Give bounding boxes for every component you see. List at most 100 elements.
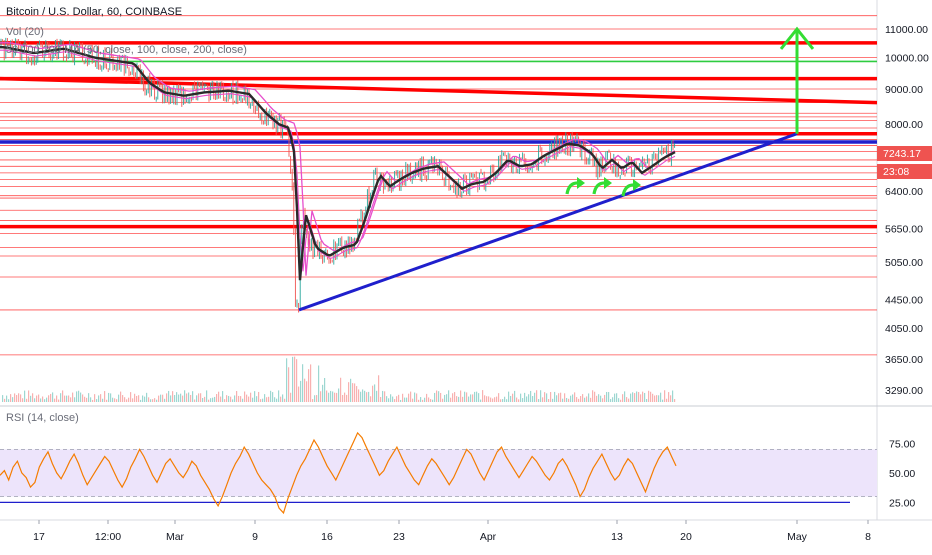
volume-bar — [618, 398, 620, 402]
volume-bar — [224, 399, 226, 402]
volume-bar — [268, 396, 270, 402]
volume-bar — [578, 398, 580, 402]
volume-bar — [648, 390, 650, 402]
volume-bar — [170, 395, 172, 402]
volume-bar — [180, 393, 182, 402]
volume-bar — [98, 395, 100, 402]
volume-bar — [452, 393, 454, 402]
volume-bar — [512, 393, 514, 402]
volume-bar — [188, 392, 190, 402]
volume-bar — [260, 399, 262, 402]
volume-bar — [10, 394, 12, 402]
volume-bar — [386, 396, 388, 402]
time-axis-tick-label: Mar — [166, 531, 185, 543]
volume-bar — [380, 396, 382, 402]
volume-bar — [112, 397, 114, 402]
volume-indicator-label[interactable]: Vol (20) — [6, 26, 44, 38]
volume-bar — [308, 369, 310, 402]
volume-bar — [90, 397, 92, 402]
volume-bar — [130, 392, 132, 402]
volume-bar — [110, 393, 112, 402]
volume-bar — [580, 396, 582, 402]
volume-bar — [34, 398, 36, 402]
volume-bar — [20, 394, 22, 402]
rsi-axis-tick-label: 50.00 — [889, 468, 915, 480]
volume-bar — [516, 397, 518, 402]
volume-bar — [522, 398, 524, 402]
volume-bar — [290, 392, 292, 402]
volume-bar — [532, 396, 534, 402]
volume-bar — [42, 396, 44, 402]
volume-bar — [430, 399, 432, 402]
volume-bar — [656, 395, 658, 402]
time-axis-tick-label: Apr — [480, 531, 497, 543]
volume-bar — [324, 377, 326, 402]
volume-bar — [652, 393, 654, 402]
volume-bar — [202, 397, 204, 402]
volume-bar — [408, 393, 410, 402]
volume-bar — [544, 392, 546, 402]
volume-bar — [104, 391, 106, 402]
volume-bar — [482, 390, 484, 402]
volume-bar — [340, 377, 342, 402]
volume-bar — [356, 386, 358, 402]
volume-bar — [284, 398, 286, 402]
time-axis-tick-label: 12:00 — [95, 531, 121, 543]
volume-bar — [50, 393, 52, 402]
volume-bar — [208, 399, 210, 402]
volume-bar — [486, 396, 488, 402]
volume-bar — [24, 390, 26, 402]
volume-bar — [100, 394, 102, 402]
time-axis-tick-label: 13 — [611, 531, 623, 543]
volume-bar — [246, 394, 248, 402]
volume-bar — [674, 399, 676, 402]
volume-bar — [368, 391, 370, 402]
volume-bar — [12, 397, 14, 402]
volume-bar — [514, 390, 516, 402]
volume-bar — [520, 393, 522, 402]
volume-bar — [272, 392, 274, 402]
volume-bar — [396, 396, 398, 402]
time-axis-tick-label: 17 — [33, 531, 45, 543]
volume-bar — [262, 398, 264, 402]
volume-bar — [384, 391, 386, 402]
volume-bar — [526, 396, 528, 402]
volume-bar — [508, 391, 510, 402]
last-price-tag: 7243.17 — [877, 146, 932, 161]
volume-bar — [58, 399, 60, 402]
moving-average-line — [0, 49, 676, 272]
volume-bar — [46, 397, 48, 402]
volume-bar — [352, 383, 354, 402]
volume-bar — [320, 391, 322, 402]
volume-bar — [222, 391, 224, 402]
volume-bar — [318, 365, 320, 402]
volume-bar — [182, 395, 184, 402]
volume-bar — [632, 392, 634, 402]
volume-bar — [74, 397, 76, 402]
volume-bar — [300, 380, 302, 402]
volume-bar — [146, 392, 148, 402]
volume-bar — [294, 356, 296, 402]
volume-bar — [128, 397, 130, 402]
target-arrow-head — [779, 26, 815, 50]
volume-bar — [156, 399, 158, 402]
volume-bar — [70, 397, 72, 402]
volume-bar — [660, 392, 662, 402]
moving-average-indicator-label[interactable]: 50 100 200 MA (50, close, 100, close, 20… — [6, 44, 247, 56]
volume-bar — [464, 391, 466, 402]
rsi-indicator-label[interactable]: RSI (14, close) — [6, 412, 79, 424]
volume-bar — [120, 391, 122, 402]
volume-bar — [298, 386, 300, 402]
volume-bar — [498, 393, 500, 402]
volume-bar — [560, 392, 562, 402]
volume-bar — [252, 397, 254, 402]
volume-bar — [374, 384, 376, 402]
volume-bar — [242, 398, 244, 402]
volume-bar — [488, 396, 490, 402]
volume-bar — [416, 393, 418, 402]
moving-average-line — [0, 46, 676, 281]
volume-bar — [548, 399, 550, 402]
volume-bar — [140, 399, 142, 402]
price-axis-tick-label: 10000.00 — [885, 53, 929, 65]
volume-bar — [528, 394, 530, 402]
